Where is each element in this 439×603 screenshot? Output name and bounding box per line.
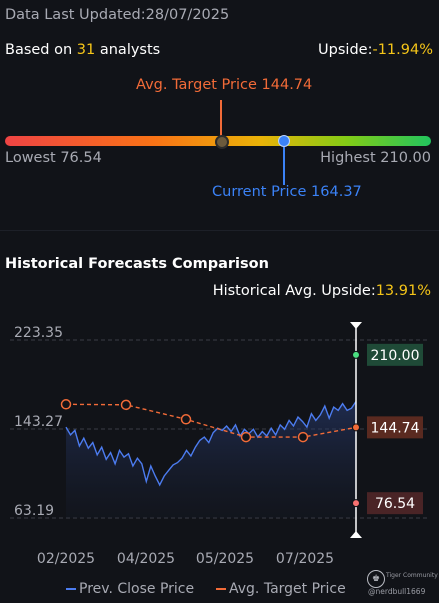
avg-target-points	[60, 399, 309, 443]
lowest-badge-label: 76.54	[375, 496, 415, 512]
now-marker-bottom-triangle	[350, 531, 362, 538]
tiger-logo-icon: ♚	[367, 570, 385, 588]
analyst-summary: Based on 31 analysts	[5, 42, 160, 58]
y-axis-ticks: 223.35 143.27 63.19	[14, 325, 63, 519]
x-tick-label: 05/2025	[196, 551, 254, 567]
avg-target-line	[65, 403, 357, 438]
section-title: Historical Forecasts Comparison	[5, 256, 269, 272]
historical-upside: Historical Avg. Upside:13.91%	[213, 283, 431, 299]
legend-avg-target: Avg. Target Price	[216, 581, 346, 597]
avg-target-point	[297, 431, 309, 443]
legend-prev-close-label: Prev. Close Price	[79, 581, 195, 597]
highest-forecast-point	[352, 350, 360, 359]
upside-label: Upside:	[318, 42, 373, 58]
section-divider	[0, 230, 439, 231]
watermark-brand: Tiger Community	[386, 572, 438, 579]
y-tick-label: 223.35	[14, 325, 63, 341]
avg-target-point	[240, 431, 252, 443]
y-tick-label: 63.19	[14, 503, 54, 519]
lowest-label: Lowest 76.54	[5, 150, 102, 166]
current-price-marker	[278, 135, 290, 147]
avg-target-point	[60, 399, 72, 410]
y-tick-label: 143.27	[14, 414, 63, 430]
current-price-connector	[283, 147, 285, 185]
prev-close-line	[65, 401, 357, 487]
upside: Upside:-11.94%	[318, 42, 433, 58]
avg-target-connector	[220, 100, 222, 136]
legend-prev-close: Prev. Close Price	[66, 581, 194, 597]
x-tick-label: 07/2025	[276, 551, 334, 567]
legend-prev-close-swatch	[66, 588, 76, 590]
prev-close-area	[66, 401, 356, 518]
x-tick-label: 02/2025	[37, 551, 95, 567]
watermark-handle: @nerdbull1669	[368, 587, 426, 596]
legend-avg-target-swatch	[216, 588, 226, 590]
highest-badge-label: 210.00	[371, 348, 420, 364]
based-suffix: analysts	[95, 42, 161, 58]
current-price-label: Current Price 164.37	[212, 184, 362, 200]
highest-badge	[367, 343, 423, 366]
lowest-forecast-point	[352, 499, 360, 508]
avg-target-point	[180, 414, 192, 425]
historical-upside-value: 13.91%	[375, 283, 431, 299]
avg-target-badge-label: 144.74	[371, 420, 420, 436]
x-tick-label: 04/2025	[117, 551, 175, 567]
last-updated: Data Last Updated:28/07/2025	[5, 7, 230, 23]
forecast-points	[352, 350, 360, 508]
forecast-badges: 210.00 144.74 76.54	[367, 343, 423, 515]
historical-upside-label: Historical Avg. Upside:	[212, 283, 376, 299]
highest-label: Highest 210.00	[320, 150, 431, 166]
lowest-badge	[367, 492, 423, 515]
upside-value: -11.94%	[372, 42, 433, 58]
avg-target-label: Avg. Target Price 144.74	[136, 77, 313, 93]
analysts-count: 31	[76, 42, 96, 58]
x-axis-ticks: 02/2025 04/2025 05/2025 07/2025	[37, 551, 334, 567]
now-marker-top-triangle	[350, 322, 362, 329]
avg-target-badge	[367, 416, 423, 439]
avg-target-point	[120, 399, 132, 411]
based-prefix: Based on	[5, 42, 77, 58]
avg-target-forecast-point	[352, 423, 360, 432]
avg-target-marker	[215, 135, 229, 149]
legend-avg-target-label: Avg. Target Price	[229, 581, 346, 597]
